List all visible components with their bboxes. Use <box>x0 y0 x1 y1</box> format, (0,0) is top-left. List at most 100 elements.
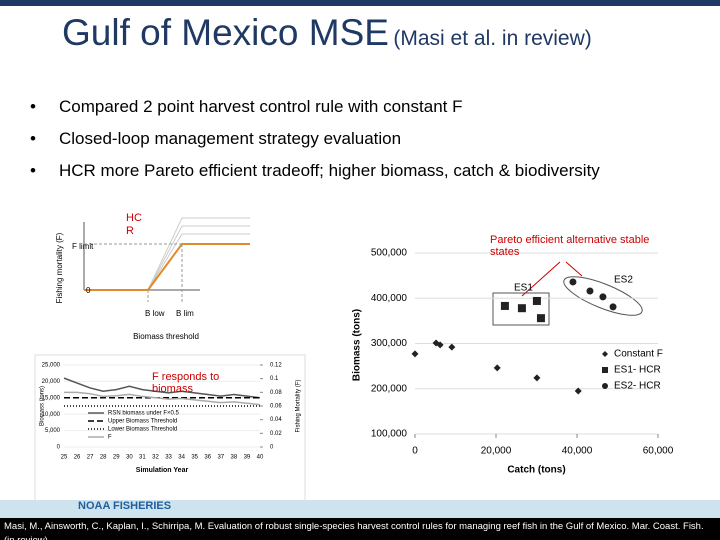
x-tick-label: 60,000 <box>643 446 674 457</box>
citation: Masi, M., Ainsworth, C., Kaplan, I., Sch… <box>4 521 704 540</box>
y-tick-label: 5,000 <box>45 428 61 434</box>
x-tick-label: 39 <box>244 455 251 461</box>
label: 0 <box>86 286 91 295</box>
point <box>448 343 456 351</box>
x-tick-label: 34 <box>178 455 185 461</box>
bullet-dot: • <box>30 97 36 116</box>
x-tick-label: 40 <box>257 455 264 461</box>
point <box>533 374 541 382</box>
x-tick-label: 33 <box>165 455 172 461</box>
point <box>436 341 444 349</box>
y-axis-label: Biomass (tons) <box>40 386 46 426</box>
arrow <box>565 261 583 277</box>
y-tick-label: 15,000 <box>42 395 61 401</box>
group-label: ES2 <box>614 275 633 286</box>
x-tick-label: 38 <box>231 455 238 461</box>
x-axis-label: Simulation Year <box>136 467 189 474</box>
bullet: • Compared 2 point harvest control rule w… <box>30 97 710 129</box>
x-tick-label: 0 <box>412 446 418 457</box>
x-tick-label: 25 <box>61 455 68 461</box>
x-tick-label: 36 <box>204 455 211 461</box>
point <box>532 296 541 305</box>
arrow <box>521 261 561 297</box>
group-box <box>492 292 550 326</box>
point <box>411 350 419 358</box>
hcr-diagram <box>83 217 250 302</box>
x-tick-label: 26 <box>74 455 81 461</box>
y2-tick-label: 0 <box>270 445 274 451</box>
title: Gulf of Mexico MSE <box>62 12 389 53</box>
label: B lim <box>176 309 194 318</box>
annotation: HC R <box>126 212 142 237</box>
x-tick-label: 20,000 <box>481 446 512 457</box>
label: B low <box>145 309 165 318</box>
x-tick-label: 37 <box>217 455 224 461</box>
subtitle: (Masi et al. in review) <box>393 27 592 50</box>
y-tick-label: 0 <box>57 445 61 451</box>
series-line <box>64 391 261 406</box>
y2-tick-label: 0.06 <box>270 404 282 410</box>
y2-tick-label: 0.02 <box>270 431 282 437</box>
x-tick-label: 35 <box>191 455 198 461</box>
legend-label: Upper Biomass Threshold <box>108 419 177 425</box>
bullet-dot: • <box>30 161 36 180</box>
bullet-text: HCR more Pareto efficient tradeoff; high… <box>59 161 600 180</box>
y-tick-label: 100,000 <box>371 429 408 440</box>
y-tick-label: 400,000 <box>371 293 408 304</box>
legend-label: Constant F <box>614 349 663 360</box>
x-tick-label: 27 <box>87 455 94 461</box>
y2-tick-label: 0.08 <box>270 390 282 396</box>
annotation: F responds to biomass <box>152 371 220 395</box>
x-tick-label: 40,000 <box>562 446 593 457</box>
legend-label: ES1- HCR <box>614 365 661 376</box>
point <box>586 287 594 295</box>
legend-marker <box>602 351 608 357</box>
point <box>574 387 582 395</box>
point <box>493 364 501 372</box>
bullet: • Closed-loop management strategy evaluat… <box>30 129 710 161</box>
legend-label: ES2- HCR <box>614 381 661 392</box>
y-tick-label: 300,000 <box>371 338 408 349</box>
x-tick-label: 32 <box>152 455 159 461</box>
annotation: Pareto efficient alternative stable stat… <box>490 234 650 258</box>
bullet-text: Compared 2 point harvest control rule wi… <box>59 97 463 116</box>
y2-axis-label: Fishing Mortality (F) <box>296 379 302 432</box>
legend-label: RSN biomass under F×0.5 <box>108 411 180 417</box>
series-line <box>63 377 261 399</box>
citation-band <box>0 518 720 540</box>
bullet-dot: • <box>30 129 36 148</box>
x-tick-label: 31 <box>139 455 146 461</box>
point <box>599 293 607 301</box>
y-axis-label: Biomass (tons) <box>352 309 363 381</box>
x-tick-label: 29 <box>113 455 120 461</box>
point <box>609 303 617 311</box>
axis-label: Biomass threshold <box>133 332 199 341</box>
x-axis-label: Catch (tons) <box>507 465 565 476</box>
axis-label: Fishing mortality (F) <box>55 232 64 303</box>
point <box>569 278 577 286</box>
label: F limit <box>72 242 94 251</box>
bullet-text: Closed-loop management strategy evaluati… <box>59 129 402 148</box>
y-tick-label: 25,000 <box>42 363 61 369</box>
y2-tick-label: 0.1 <box>270 376 279 382</box>
title-block: Gulf of Mexico MSE (Masi et al. in revie… <box>62 10 622 64</box>
y2-tick-label: 0.04 <box>270 417 282 423</box>
group-ellipse <box>563 276 643 316</box>
point <box>536 314 545 323</box>
y-tick-label: 10,000 <box>42 412 61 418</box>
bullet-list: • Compared 2 point harvest control rule w… <box>30 97 710 193</box>
point <box>500 301 509 310</box>
legend-marker <box>602 383 608 389</box>
footer-band <box>0 500 720 518</box>
legend-marker <box>602 367 608 373</box>
y-tick-label: 500,000 <box>371 248 408 259</box>
y2-tick-label: 0.12 <box>270 363 282 369</box>
point <box>517 304 526 313</box>
logo: NOAA FISHERIES <box>78 500 171 512</box>
group-label: ES1 <box>514 283 533 294</box>
y-tick-label: 200,000 <box>371 383 408 394</box>
fan-line <box>84 233 250 291</box>
top-bar <box>0 0 720 6</box>
